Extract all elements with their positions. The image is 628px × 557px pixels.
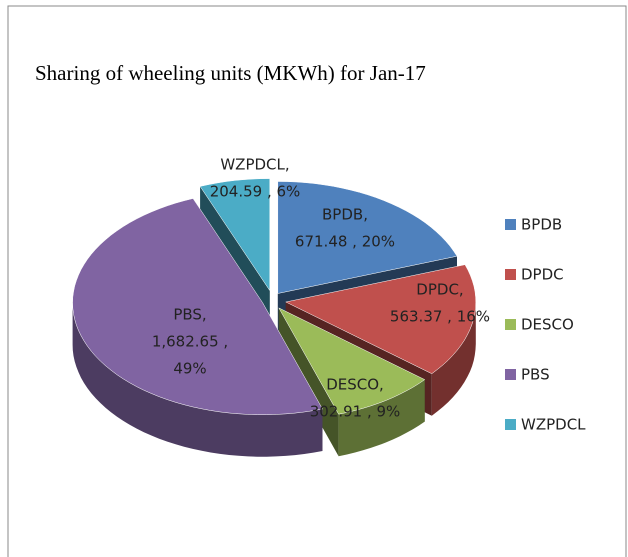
slice <box>285 264 477 374</box>
slice <box>72 198 323 415</box>
legend-label: BPDB <box>521 216 562 234</box>
legend-swatch <box>505 369 516 380</box>
data-label: 49% <box>173 360 206 378</box>
legend-label: DPDC <box>521 266 564 284</box>
legend-label: WZPDCL <box>521 416 586 434</box>
legend-swatch <box>505 319 516 330</box>
slice <box>199 178 271 292</box>
chart-title: Sharing of wheeling units (MKWh) for Jan… <box>35 61 426 85</box>
data-label: 302.91 , 9% <box>310 403 401 421</box>
data-label: 671.48 , 20% <box>295 233 395 251</box>
legend-swatch <box>505 219 516 230</box>
data-label: 1,682.65 , <box>152 333 228 351</box>
slice-wall <box>431 302 476 416</box>
data-label: DPDC, <box>416 281 463 299</box>
slice-wall <box>72 302 323 457</box>
legend-swatch <box>505 269 516 280</box>
data-label: DESCO, <box>326 376 384 394</box>
data-label: BPDB, <box>322 206 368 224</box>
legend-swatch <box>505 419 516 430</box>
data-label: WZPDCL, <box>220 156 289 174</box>
legend-label: PBS <box>521 366 550 384</box>
legend-label: DESCO <box>521 316 574 334</box>
slice-wall <box>338 379 425 457</box>
slice <box>278 307 426 415</box>
data-label: 204.59 , 6% <box>210 183 301 201</box>
chart-frame <box>7 5 627 557</box>
slice-side <box>278 307 339 457</box>
data-label: 563.37 , 16% <box>390 308 490 326</box>
slice <box>277 181 458 294</box>
data-label: PBS, <box>173 306 206 324</box>
